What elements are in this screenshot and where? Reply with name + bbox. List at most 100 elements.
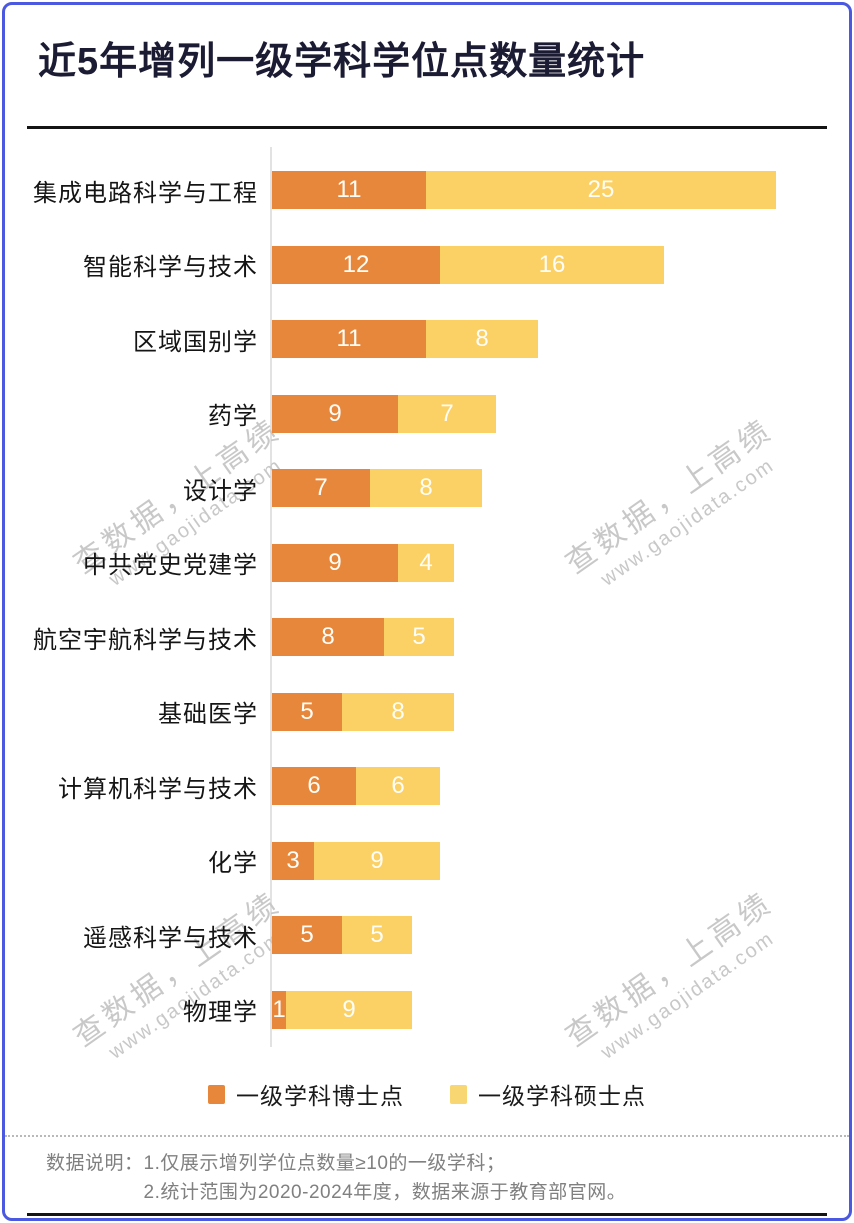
- chart-row: 中共党史党建学 9 4: [5, 526, 849, 601]
- category-label: 中共党史党建学: [83, 552, 258, 580]
- legend-label: 一级学科硕士点: [478, 1083, 646, 1109]
- title-divider: [27, 126, 827, 129]
- bar-value-label: 6: [391, 772, 405, 800]
- bar-value-label: 5: [370, 921, 384, 949]
- chart-row: 区域国别学 11 8: [5, 302, 849, 377]
- bar-segment-master: 16: [440, 245, 664, 284]
- bar-value-label: 1: [272, 995, 286, 1023]
- bar-segment-master: 6: [356, 767, 440, 806]
- bar-value-label: 9: [328, 548, 342, 576]
- bar-segment-doctor: 11: [272, 320, 426, 359]
- page-title: 近5年增列一级学科学位点数量统计: [38, 41, 646, 83]
- bar-value-label: 8: [391, 697, 405, 725]
- footer-notes: 1.仅展示增列学位点数量≥10的一级学科； 2.统计范围为2020-2024年度，…: [144, 1149, 627, 1207]
- bar-value-label: 11: [336, 176, 362, 204]
- bar-value-label: 9: [328, 399, 342, 427]
- chart-row: 智能科学与技术 12 16: [5, 228, 849, 303]
- category-label: 药学: [208, 403, 258, 431]
- bar-segment-doctor: 6: [272, 767, 356, 806]
- bar-segment-master: 25: [426, 171, 776, 210]
- category-label: 区域国别学: [133, 328, 258, 356]
- stacked-bar-chart: 集成电路科学与工程 11 25 智能科学与技术 12 16 区域国别学 11 8 药学 9 7 设计学 7…: [5, 147, 849, 1063]
- bar-value-label: 9: [342, 995, 356, 1023]
- chart-row: 药学 9 7: [5, 377, 849, 452]
- bar-value-label: 5: [300, 697, 314, 725]
- footer-note: 数据说明： 1.仅展示增列学位点数量≥10的一级学科； 2.统计范围为2020-2…: [5, 1135, 849, 1207]
- bar-segment-doctor: 8: [272, 618, 384, 657]
- bar-segment-master: 5: [384, 618, 454, 657]
- chart-row: 基础医学 5 8: [5, 675, 849, 750]
- chart-row: 物理学 1 9: [5, 973, 849, 1048]
- bar-value-label: 11: [336, 325, 362, 353]
- legend-swatch-icon: [208, 1084, 225, 1104]
- category-label: 基础医学: [158, 701, 258, 729]
- bar-segment-doctor: 1: [272, 990, 286, 1029]
- bar-value-label: 8: [475, 325, 489, 353]
- chart-row: 集成电路科学与工程 11 25: [5, 153, 849, 228]
- bar-segment-master: 8: [342, 692, 454, 731]
- bar-segment-master: 7: [398, 394, 496, 433]
- bar-value-label: 8: [419, 474, 433, 502]
- bar-segment-master: 5: [342, 916, 412, 955]
- category-label: 智能科学与技术: [83, 254, 258, 282]
- legend-item: 一级学科博士点: [208, 1077, 404, 1111]
- bar-segment-master: 9: [286, 990, 412, 1029]
- bar-segment-doctor: 5: [272, 916, 342, 955]
- footer-note-line: 2.统计范围为2020-2024年度，数据来源于教育部官网。: [143, 1182, 627, 1203]
- chart-row: 航空宇航科学与技术 8 5: [5, 600, 849, 675]
- bar-value-label: 25: [587, 176, 615, 204]
- category-label: 化学: [208, 850, 258, 878]
- legend-swatch-icon: [450, 1084, 467, 1104]
- bar-value-label: 7: [314, 474, 328, 502]
- bar-value-label: 4: [419, 548, 433, 576]
- footer-note-line: 1.仅展示增列学位点数量≥10的一级学科；: [143, 1153, 506, 1174]
- category-label: 计算机科学与技术: [58, 775, 258, 803]
- chart-row: 遥感科学与技术 5 5: [5, 898, 849, 973]
- bar-segment-master: 9: [314, 841, 440, 880]
- bar-value-label: 8: [321, 623, 335, 651]
- chart-row: 设计学 7 8: [5, 451, 849, 526]
- category-label: 设计学: [183, 477, 258, 505]
- bar-segment-doctor: 5: [272, 692, 342, 731]
- chart-row: 计算机科学与技术 6 6: [5, 749, 849, 824]
- chart-rows: 集成电路科学与工程 11 25 智能科学与技术 12 16 区域国别学 11 8 药学 9 7 设计学 7…: [5, 153, 849, 1047]
- bar-value-label: 5: [300, 921, 314, 949]
- bar-segment-doctor: 11: [272, 171, 426, 210]
- bar-value-label: 16: [538, 250, 566, 278]
- bottom-divider: [27, 1213, 827, 1216]
- category-label: 遥感科学与技术: [83, 924, 258, 952]
- legend-label: 一级学科博士点: [236, 1083, 404, 1109]
- bar-segment-doctor: 7: [272, 469, 370, 508]
- chart-legend: 一级学科博士点 一级学科硕士点: [5, 1077, 849, 1111]
- footer-label: 数据说明：: [46, 1153, 144, 1174]
- y-axis-line: [270, 147, 272, 1047]
- bar-stack: 11 25: [272, 171, 776, 210]
- bar-stack: 11 8: [272, 320, 538, 359]
- bar-value-label: 5: [412, 623, 426, 651]
- bar-segment-doctor: 9: [272, 394, 398, 433]
- bar-segment-doctor: 3: [272, 841, 314, 880]
- category-label: 集成电路科学与工程: [33, 179, 258, 207]
- category-label: 航空宇航科学与技术: [33, 626, 258, 654]
- bar-segment-master: 4: [398, 543, 454, 582]
- bar-segment-master: 8: [370, 469, 482, 508]
- bar-stack: 12 16: [272, 245, 664, 284]
- bar-value-label: 9: [370, 846, 384, 874]
- legend-item: 一级学科硕士点: [450, 1077, 646, 1111]
- category-label: 物理学: [183, 999, 258, 1027]
- bar-value-label: 3: [286, 846, 300, 874]
- bar-value-label: 7: [440, 399, 454, 427]
- bar-value-label: 12: [342, 250, 370, 278]
- chart-row: 化学 3 9: [5, 824, 849, 899]
- bar-segment-doctor: 12: [272, 245, 440, 284]
